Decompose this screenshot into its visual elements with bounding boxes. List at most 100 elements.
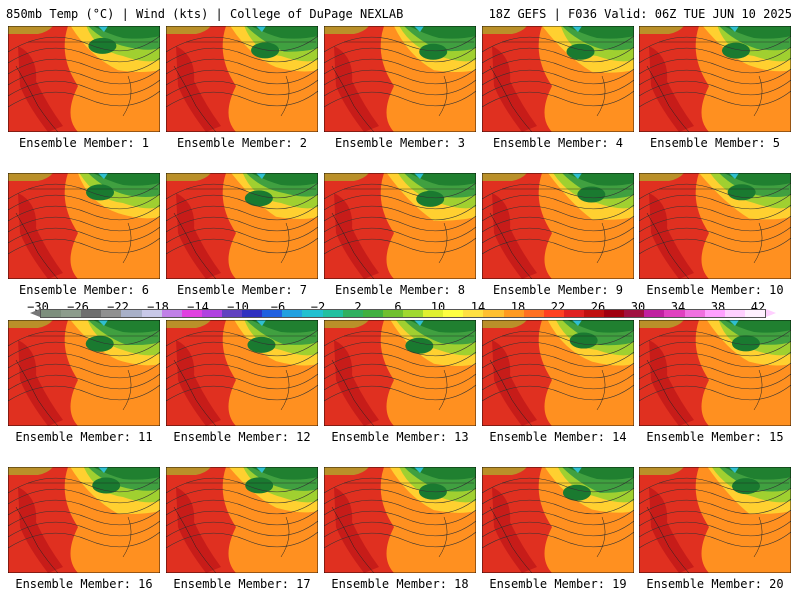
- colorbar-swatch: [201, 310, 222, 317]
- ensemble-panel: Ensemble Member: 6: [8, 173, 160, 297]
- colorbar-swatch: [161, 310, 182, 317]
- temperature-map: [639, 467, 791, 573]
- panel-label: Ensemble Member: 12: [173, 430, 311, 444]
- panel-label: Ensemble Member: 1: [18, 136, 150, 150]
- panel-label: Ensemble Member: 17: [173, 577, 311, 591]
- colorbar-swatch: [503, 310, 524, 317]
- ensemble-panel: Ensemble Member: 15: [639, 320, 791, 444]
- temperature-map: [324, 467, 476, 573]
- temperature-map: [639, 26, 791, 132]
- colorbar-swatch: [483, 310, 504, 317]
- panel-label: Ensemble Member: 16: [15, 577, 153, 591]
- panel-label: Ensemble Member: 4: [492, 136, 624, 150]
- temperature-map: [482, 467, 634, 573]
- temperature-map: [324, 26, 476, 132]
- panel-label: Ensemble Member: 18: [331, 577, 469, 591]
- colorbar-swatch: [443, 310, 464, 317]
- colorbar-swatch: [624, 310, 645, 317]
- panel-label: Ensemble Member: 11: [15, 430, 153, 444]
- temperature-map: [166, 467, 318, 573]
- colorbar-swatch: [362, 310, 383, 317]
- colorbar-tick-label: 2: [354, 300, 362, 314]
- colorbar-left-arrow: [30, 309, 40, 317]
- colorbar-swatch: [463, 310, 484, 317]
- panel-label: Ensemble Member: 10: [646, 283, 784, 297]
- colorbar-swatch: [583, 310, 605, 317]
- ensemble-panel: Ensemble Member: 20: [639, 467, 791, 591]
- temperature-map: [8, 320, 160, 426]
- ensemble-panel: Ensemble Member: 16: [8, 467, 160, 591]
- ensemble-panel: Ensemble Member: 10: [639, 173, 791, 297]
- colorbar-swatch: [644, 310, 665, 317]
- colorbar-swatches: [40, 309, 766, 318]
- colorbar-swatch: [664, 310, 685, 317]
- panel-label: Ensemble Member: 3: [334, 136, 466, 150]
- colorbar-swatch: [302, 310, 323, 317]
- temperature-map: [166, 320, 318, 426]
- ensemble-panel: Ensemble Member: 13: [324, 320, 476, 444]
- colorbar-swatch: [221, 310, 243, 317]
- temperature-map: [324, 320, 476, 426]
- colorbar-swatch: [61, 310, 82, 317]
- ensemble-panel: Ensemble Member: 14: [482, 320, 634, 444]
- colorbar-swatch: [543, 310, 564, 317]
- colorbar-swatch: [41, 310, 62, 317]
- colorbar-swatch: [523, 310, 544, 317]
- temperature-map: [639, 320, 791, 426]
- temperature-map: [639, 173, 791, 279]
- ensemble-panel: Ensemble Member: 1: [8, 26, 160, 150]
- temperature-map: [8, 26, 160, 132]
- colorbar-swatch: [101, 310, 122, 317]
- ensemble-panel: Ensemble Member: 18: [324, 467, 476, 591]
- colorbar-tick-label: 6: [394, 300, 402, 314]
- ensemble-panel: Ensemble Member: 3: [324, 26, 476, 150]
- temperature-map: [482, 26, 634, 132]
- colorbar-swatch: [282, 310, 303, 317]
- colorbar-swatch: [181, 310, 202, 317]
- colorbar-swatch: [141, 310, 162, 317]
- colorbar-swatch: [724, 310, 745, 317]
- temperature-map: [482, 320, 634, 426]
- ensemble-panel: Ensemble Member: 4: [482, 26, 634, 150]
- colorbar-swatch: [322, 310, 343, 317]
- colorbar-swatch: [684, 310, 705, 317]
- colorbar-swatch: [704, 310, 725, 317]
- colorbar-swatch: [121, 310, 142, 317]
- panel-label: Ensemble Member: 13: [331, 430, 469, 444]
- panel-label: Ensemble Member: 9: [492, 283, 624, 297]
- temperature-map: [166, 173, 318, 279]
- colorbar-swatch: [342, 310, 363, 317]
- colorbar-swatch: [744, 310, 765, 317]
- temperature-map: [8, 173, 160, 279]
- ensemble-panel: Ensemble Member: 12: [166, 320, 318, 444]
- colorbar-right-arrow: [766, 309, 776, 317]
- panel-label: Ensemble Member: 6: [18, 283, 150, 297]
- panel-label: Ensemble Member: 8: [334, 283, 466, 297]
- temperature-map: [8, 467, 160, 573]
- panel-label: Ensemble Member: 19: [489, 577, 627, 591]
- temperature-map: [324, 173, 476, 279]
- temperature-map: [482, 173, 634, 279]
- ensemble-panel: Ensemble Member: 5: [639, 26, 791, 150]
- ensemble-panel: Ensemble Member: 17: [166, 467, 318, 591]
- temperature-map: [166, 26, 318, 132]
- ensemble-panel: Ensemble Member: 8: [324, 173, 476, 297]
- temperature-colorbar: −30 −26 −22 −18 −14 −10 −6 −2 2 6 10 14 18 22 26 30 34 38…: [27, 300, 782, 320]
- colorbar-swatch: [242, 310, 263, 317]
- ensemble-panel: Ensemble Member: 19: [482, 467, 634, 591]
- panel-label: Ensemble Member: 14: [489, 430, 627, 444]
- colorbar-swatch: [382, 310, 403, 317]
- ensemble-panel: Ensemble Member: 9: [482, 173, 634, 297]
- colorbar-swatch: [604, 310, 625, 317]
- panel-label: Ensemble Member: 15: [646, 430, 784, 444]
- colorbar-swatch: [563, 310, 584, 317]
- colorbar-swatch: [81, 310, 102, 317]
- header-title: 850mb Temp (°C) | Wind (kts) | College o…: [6, 7, 404, 21]
- panel-label: Ensemble Member: 5: [649, 136, 781, 150]
- ensemble-panel: Ensemble Member: 11: [8, 320, 160, 444]
- panel-label: Ensemble Member: 20: [646, 577, 784, 591]
- header-valid-time: 18Z GEFS | F036 Valid: 06Z TUE JUN 10 20…: [488, 7, 792, 21]
- ensemble-panel: Ensemble Member: 7: [166, 173, 318, 297]
- panel-label: Ensemble Member: 7: [176, 283, 308, 297]
- colorbar-swatch: [262, 310, 283, 317]
